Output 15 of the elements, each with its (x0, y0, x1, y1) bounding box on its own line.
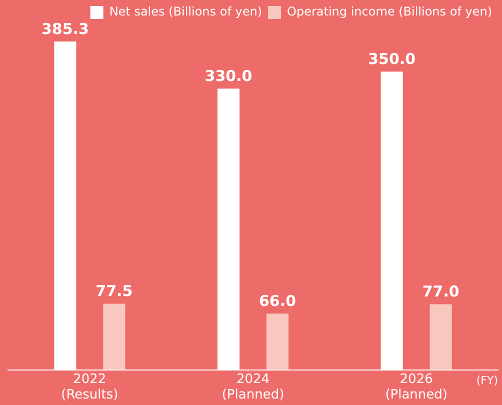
legend-label: Net sales (Billions of yen) (109, 4, 262, 19)
data-label: 77.0 (422, 282, 460, 301)
data-label: 66.0 (258, 292, 296, 310)
bar (103, 304, 126, 370)
data-label: 77.5 (96, 282, 133, 300)
x-tick-label: 2022 (Results) (61, 372, 118, 403)
data-label: 350.0 (368, 50, 416, 68)
bar (266, 314, 289, 370)
data-label: 385.3 (41, 20, 89, 38)
x-tick-label: 2026 (Planned) (385, 372, 448, 403)
x-axis-title: (FY) (476, 374, 498, 388)
legend-label: Operating income (Billions of yen) (287, 4, 492, 19)
x-tick-label: 2024 (Planned) (222, 372, 284, 403)
bar (430, 304, 452, 370)
data-label: 330.0 (204, 67, 252, 86)
